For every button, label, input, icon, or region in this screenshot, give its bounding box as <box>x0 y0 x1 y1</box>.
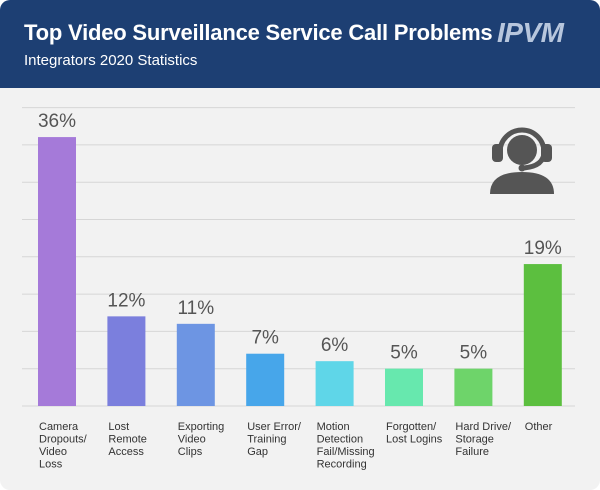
category-label: Clips <box>178 446 203 458</box>
category-label: Video <box>178 434 206 446</box>
value-label: 5% <box>390 343 418 364</box>
category-label: Gap <box>247 446 268 458</box>
value-label: 36% <box>38 111 76 132</box>
value-label: 12% <box>107 290 145 311</box>
bar <box>385 368 423 406</box>
category-label: Failure <box>455 446 489 458</box>
category-label: Video <box>39 446 67 458</box>
bar <box>176 323 215 406</box>
ipvm-logo: IPVM <box>497 17 564 48</box>
category-label: Access <box>108 446 144 458</box>
value-labels: 36% 12% 11% 7% 6% 5% 5% 19% <box>38 111 562 364</box>
category-label: Storage <box>455 434 494 446</box>
category-label: Hard Drive/ <box>455 421 512 433</box>
category-label: User Error/ <box>247 421 302 433</box>
category-label: Recording <box>317 459 367 471</box>
chart-title: Top Video Surveillance Service Call Prob… <box>24 20 493 45</box>
value-label: 19% <box>524 238 562 259</box>
bar-chart: 36% 12% 11% 7% 6% 5% 5% 19% CameraDropouts/Vide… <box>22 107 575 471</box>
bar <box>107 316 146 406</box>
category-label: Lost <box>108 421 129 433</box>
category-label: Loss <box>39 459 63 471</box>
plot-area: 36% 12% 11% 7% 6% 5% 5% 19% Camera Dropouts/Vide… <box>0 88 600 490</box>
category-label: Remote <box>108 434 147 446</box>
category-label: Motion <box>317 421 350 433</box>
category-label: Other <box>525 421 553 433</box>
bar <box>454 368 493 406</box>
header-banner: Top Video Surveillance Service Call Prob… <box>0 0 600 88</box>
headset-support-agent-icon <box>490 127 554 194</box>
category-label: Exporting <box>178 421 224 433</box>
category-label: Detection <box>317 434 363 446</box>
category-label: Forgotten/ <box>386 421 437 433</box>
bar <box>38 137 76 406</box>
category-label: Dropouts/ <box>39 434 88 446</box>
value-label: 11% <box>177 298 214 319</box>
bar <box>523 264 562 406</box>
category-label: Fail/Missing <box>317 446 375 458</box>
bars <box>38 137 562 406</box>
category-labels: CameraDropouts/VideoLossLostRemoteAccess… <box>39 421 553 471</box>
category-label: Training <box>247 434 286 446</box>
bar <box>246 353 285 406</box>
value-label: 6% <box>321 335 349 356</box>
value-label: 7% <box>251 328 279 349</box>
chart-subtitle: Integrators 2020 Statistics <box>24 52 198 69</box>
category-label: Lost Logins <box>386 434 443 446</box>
bar <box>315 361 354 406</box>
value-label: 5% <box>460 343 488 364</box>
category-label: Camera <box>39 421 79 433</box>
